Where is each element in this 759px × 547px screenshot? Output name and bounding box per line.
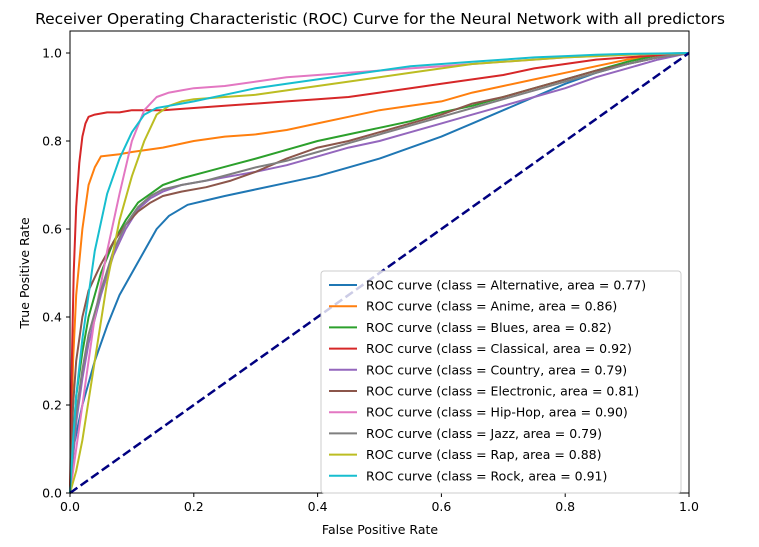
x-tick-label: 0.0 <box>60 499 80 514</box>
x-axis-ticks: 0.0 0.2 0.4 0.6 0.8 1.0 <box>60 493 699 514</box>
legend-entry: ROC curve (class = Alternative, area = 0… <box>366 278 646 293</box>
x-axis-label: False Positive Rate <box>322 522 438 537</box>
legend-entry: ROC curve (class = Rap, area = 0.88) <box>366 447 602 462</box>
y-tick-label: 0.0 <box>42 486 62 501</box>
legend-entry: ROC curve (class = Electronic, area = 0.… <box>366 384 639 399</box>
legend-entry: ROC curve (class = Anime, area = 0.86) <box>366 299 617 314</box>
roc-curve-2 <box>69 52 690 494</box>
legend-items: ROC curve (class = Alternative, area = 0… <box>329 278 646 483</box>
roc-curve-1 <box>69 52 690 494</box>
roc-curves <box>69 52 690 494</box>
legend-box <box>320 270 682 494</box>
legend-entry: ROC curve (class = Jazz, area = 0.79) <box>366 426 602 441</box>
roc-curve-4 <box>69 52 690 494</box>
roc-curve-6 <box>69 52 690 494</box>
legend: ROC curve (class = Alternative, area = 0… <box>320 270 682 494</box>
legend-entry: ROC curve (class = Blues, area = 0.82) <box>366 320 612 335</box>
chart-title: Receiver Operating Characteristic (ROC) … <box>35 10 725 28</box>
y-tick-label: 0.6 <box>42 222 62 237</box>
roc-curve-8 <box>69 52 690 494</box>
y-tick-label: 0.2 <box>42 398 62 413</box>
legend-entry: ROC curve (class = Hip-Hop, area = 0.90) <box>366 405 628 420</box>
y-tick-label: 0.8 <box>42 134 62 149</box>
x-tick-label: 0.2 <box>184 499 204 514</box>
x-tick-label: 1.0 <box>679 499 699 514</box>
y-tick-label: 1.0 <box>42 46 62 61</box>
y-axis-ticks: 0.0 0.2 0.4 0.6 0.8 1.0 <box>42 46 70 501</box>
y-tick-label: 0.4 <box>42 310 62 325</box>
y-axis-label: True Positive Rate <box>17 217 32 330</box>
x-tick-label: 0.4 <box>308 499 328 514</box>
roc-curve-9 <box>69 52 690 494</box>
x-tick-label: 0.6 <box>431 499 451 514</box>
legend-entry: ROC curve (class = Rock, area = 0.91) <box>366 468 607 483</box>
roc-curve-10 <box>69 52 690 494</box>
legend-entry: ROC curve (class = Classical, area = 0.9… <box>366 341 632 356</box>
x-tick-label: 0.8 <box>555 499 575 514</box>
legend-entry: ROC curve (class = Country, area = 0.79) <box>366 362 627 377</box>
